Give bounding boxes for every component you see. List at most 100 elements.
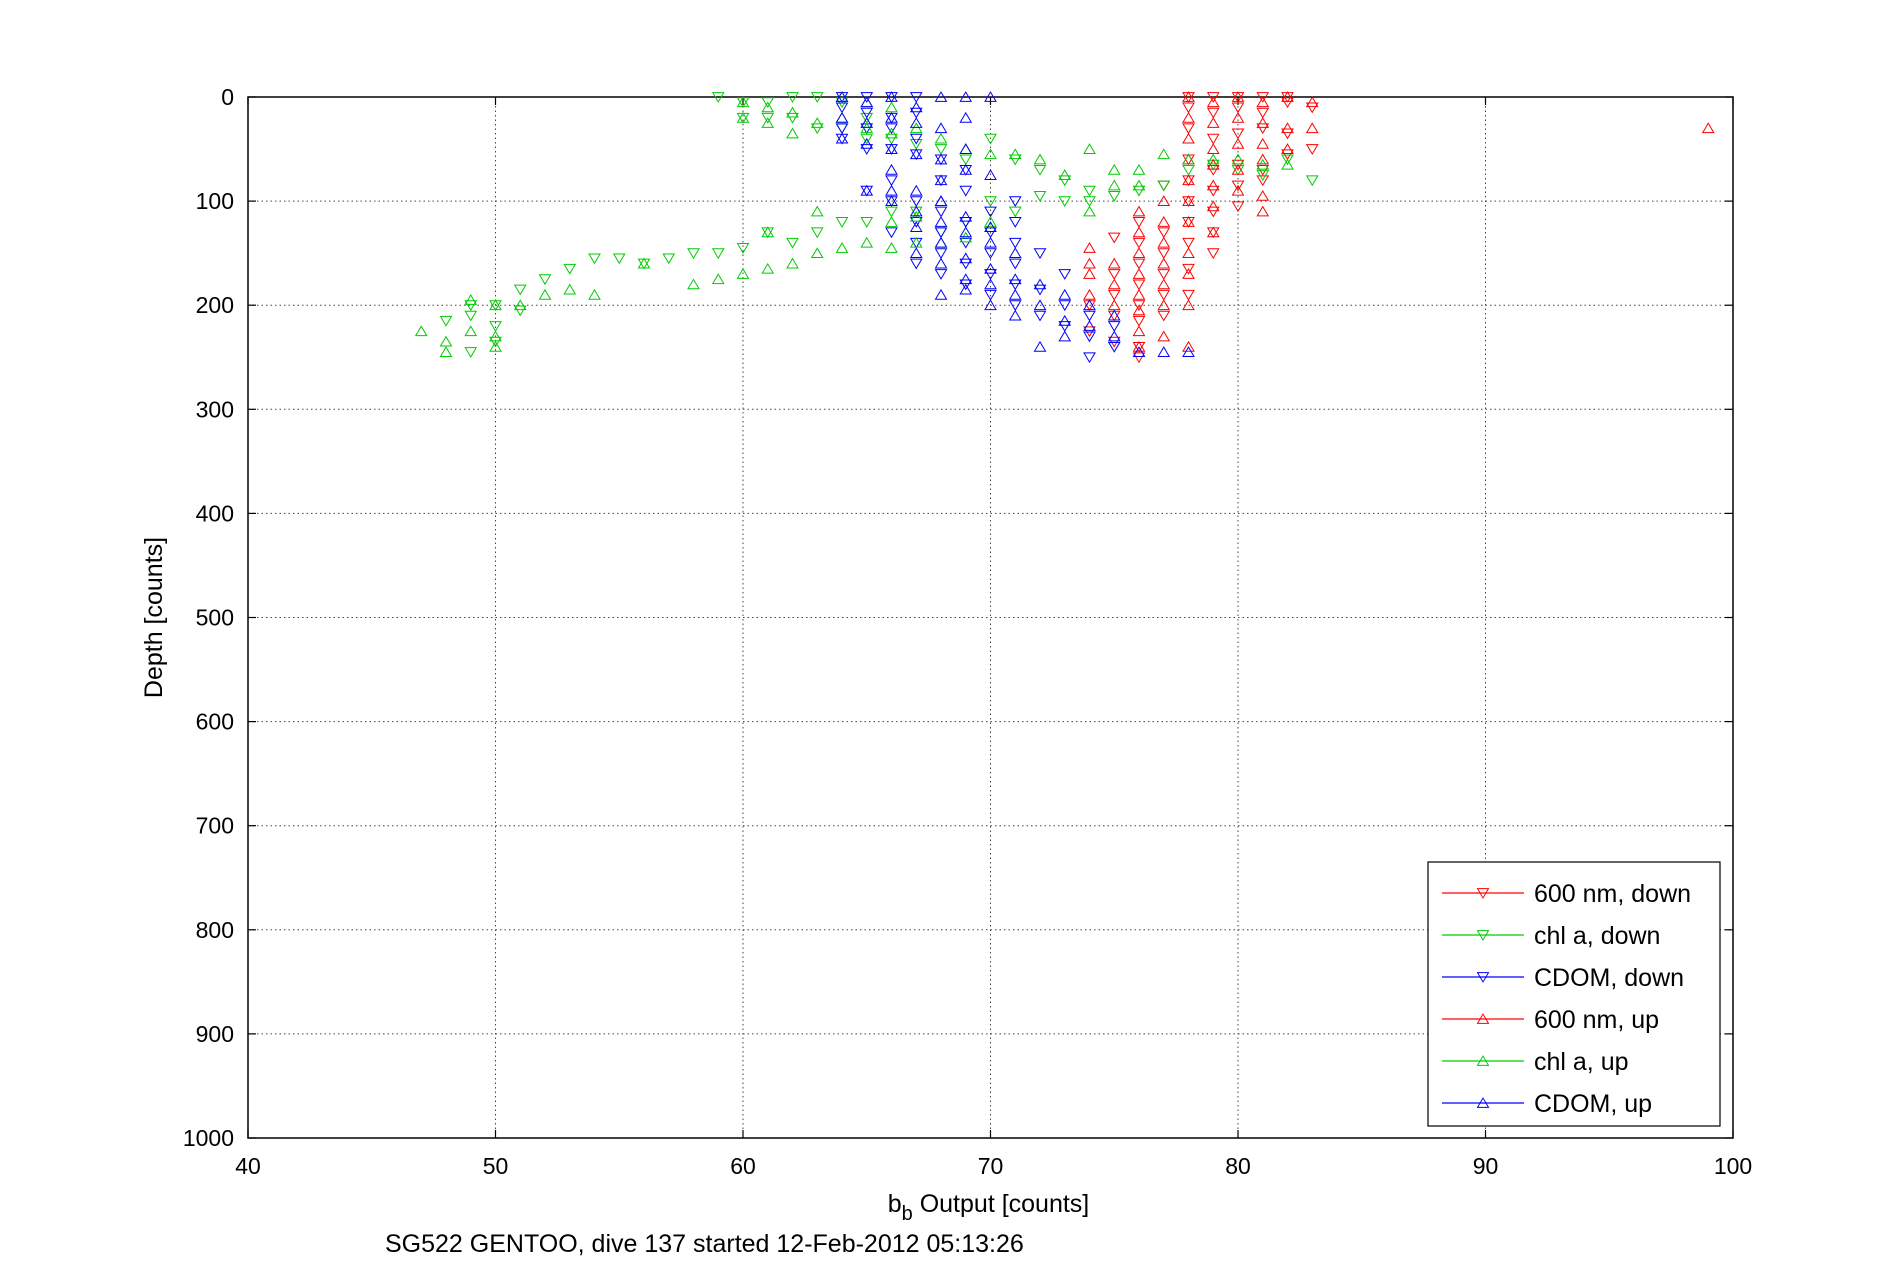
data-point [984, 221, 997, 233]
data-point [1182, 111, 1195, 123]
data-point [1058, 169, 1072, 180]
data-point [1182, 153, 1195, 165]
data-point [934, 195, 948, 206]
x-axis-label-subscript: b [902, 1203, 913, 1225]
data-point [1083, 196, 1096, 208]
data-point [934, 215, 948, 227]
data-point [538, 288, 552, 300]
data-point [959, 91, 973, 102]
data-point [786, 92, 799, 103]
data-point [464, 294, 478, 305]
data-point [1206, 153, 1220, 165]
data-point [786, 106, 799, 118]
data-point [984, 206, 997, 218]
data-point [1182, 268, 1195, 279]
data-point [1182, 154, 1195, 166]
data-point [1058, 196, 1072, 208]
data-point [1256, 96, 1270, 108]
data-point [1008, 206, 1022, 218]
data-point [934, 236, 948, 248]
data-point [1157, 180, 1171, 192]
data-point [1281, 158, 1294, 170]
data-point [439, 346, 453, 357]
data-point [1107, 163, 1121, 175]
data-point [984, 236, 997, 248]
data-point [1305, 144, 1319, 155]
data-point [959, 258, 973, 270]
data-point [1033, 284, 1047, 296]
data-point [1107, 341, 1121, 353]
data-point [1157, 269, 1171, 280]
data-point [1206, 92, 1220, 103]
x-tick-label: 70 [978, 1153, 1004, 1179]
data-point [1231, 137, 1245, 149]
data-point [909, 92, 923, 103]
data-point [1157, 248, 1171, 260]
data-point [1008, 154, 1022, 166]
data-point [984, 278, 997, 290]
data-point [1083, 310, 1096, 322]
data-point [1256, 158, 1270, 170]
data-point [1107, 310, 1121, 322]
data-point [1132, 226, 1146, 238]
data-point [909, 221, 923, 233]
data-point [1132, 300, 1146, 312]
data-point [1256, 189, 1270, 201]
data-point [1107, 179, 1121, 191]
data-point [736, 111, 750, 123]
data-point [1008, 237, 1022, 249]
data-point [1132, 205, 1146, 217]
data-point [1182, 164, 1195, 176]
data-point [489, 299, 502, 311]
data-point [489, 330, 502, 342]
data-point [1033, 340, 1047, 352]
data-point [909, 247, 923, 259]
data-point [909, 237, 923, 249]
data-point [1231, 180, 1245, 192]
data-point [1132, 279, 1146, 291]
data-point [1008, 273, 1022, 285]
data-point [761, 112, 775, 124]
data-point [1033, 310, 1047, 322]
grid-lines [248, 97, 1733, 1138]
data-point [1305, 96, 1319, 108]
data-point [885, 123, 898, 135]
data-point [909, 133, 923, 145]
data-point [588, 253, 601, 265]
series-5 [835, 91, 1195, 357]
data-point [810, 92, 824, 103]
data-point [1083, 257, 1096, 269]
data-point [835, 111, 849, 123]
data-point [835, 123, 849, 135]
data-point [1033, 248, 1047, 260]
data-point [761, 117, 775, 128]
data-point [909, 138, 923, 150]
legend-marker [1476, 1097, 1490, 1108]
data-point [1206, 185, 1220, 197]
legend-marker [1476, 972, 1490, 983]
series-1 [439, 92, 1319, 358]
data-point [464, 325, 478, 337]
y-tick-label: 1000 [183, 1125, 234, 1151]
data-point [1157, 227, 1171, 239]
data-point [959, 252, 973, 264]
data-point [1008, 258, 1022, 270]
data-point [1281, 97, 1294, 109]
data-point [1107, 299, 1121, 311]
data-point [736, 112, 750, 124]
data-point [835, 111, 849, 123]
x-tick-label: 50 [483, 1153, 509, 1179]
data-point [1083, 205, 1096, 217]
data-point [909, 205, 923, 217]
data-point [909, 210, 923, 222]
data-point [1058, 314, 1072, 326]
data-point [1305, 122, 1319, 134]
data-point [934, 132, 948, 144]
legend-label: CDOM, up [1534, 1090, 1652, 1118]
data-point [909, 117, 923, 128]
data-point [1206, 117, 1220, 128]
data-point [934, 91, 948, 102]
data-point [1083, 268, 1096, 279]
data-point [959, 273, 973, 285]
data-point [1206, 96, 1220, 108]
